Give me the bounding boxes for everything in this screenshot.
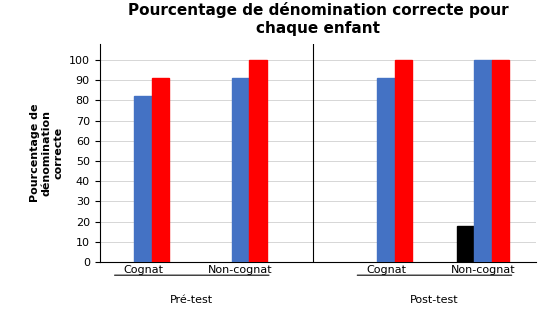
Bar — [492, 60, 509, 262]
Bar — [232, 78, 249, 262]
Bar — [377, 78, 395, 262]
Bar — [134, 96, 152, 262]
Bar — [457, 226, 474, 262]
Bar — [249, 60, 267, 262]
Title: Pourcentage de dénomination correcte pour
chaque enfant: Pourcentage de dénomination correcte pou… — [128, 2, 508, 36]
Y-axis label: Pourcentage de
dénomination
correcte: Pourcentage de dénomination correcte — [30, 103, 63, 202]
Bar — [152, 78, 169, 262]
Bar — [395, 60, 412, 262]
Text: Post-test: Post-test — [410, 295, 459, 305]
Text: Pré-test: Pré-test — [170, 295, 213, 305]
Bar — [474, 60, 492, 262]
